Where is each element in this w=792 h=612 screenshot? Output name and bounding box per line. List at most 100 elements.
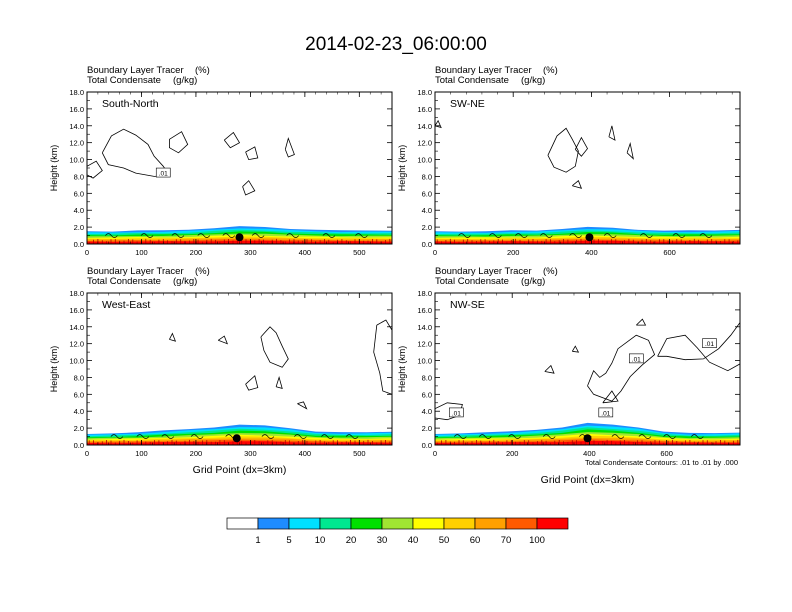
y-tick-label: 4.0: [74, 206, 84, 215]
y-tick-label: 6.0: [74, 390, 84, 399]
condensate-contour: [435, 119, 442, 129]
panel-subtitle-1: Boundary Layer Tracer: [435, 266, 532, 277]
y-tick-label: 0.0: [74, 240, 84, 249]
y-tick-label: 16.0: [417, 105, 432, 114]
panel-subtitle-2: Total Condensate: [87, 75, 161, 86]
colorbar-swatch: [257, 517, 290, 530]
surface-contours: [458, 233, 713, 238]
y-tick-label: 10.0: [417, 156, 432, 165]
colorbar-swatch: [226, 517, 259, 530]
x-tick-label: 100: [135, 449, 148, 458]
x-tick-label: 0: [85, 248, 89, 257]
condensate-contour: [587, 334, 656, 402]
y-tick-label: 16.0: [417, 306, 432, 315]
x-tick-label: 500: [353, 449, 366, 458]
y-tick-label: 10.0: [417, 357, 432, 366]
y-tick-label: 2.0: [422, 223, 432, 232]
contour-label-box: [449, 407, 464, 418]
colorbar-swatch: [412, 517, 445, 530]
condensate-contour: [101, 128, 171, 177]
y-tick-label: 12.0: [417, 340, 432, 349]
y-tick-label: 14.0: [69, 122, 84, 131]
condensate-contour: [242, 180, 256, 196]
y-axis-label: Height (km): [49, 145, 59, 192]
x-tick-label: 600: [663, 248, 676, 257]
y-tick-label: 16.0: [69, 306, 84, 315]
condensate-contour: [608, 125, 616, 141]
condensate-contour: [217, 335, 229, 345]
panel-subtitle-unit-2: (g/kg): [521, 276, 545, 287]
condensate-contour: [574, 136, 588, 157]
panel-subtitle-2: Total Condensate: [87, 276, 161, 287]
panel-data: .01: [87, 128, 392, 244]
contour-label-box: [702, 338, 717, 348]
x-tick-label: 600: [660, 449, 673, 458]
y-tick-label: 8.0: [422, 172, 432, 181]
contour-label: .01: [632, 356, 641, 363]
panel-subtitle-unit-1: (%): [543, 266, 558, 277]
y-tick-label: 6.0: [74, 189, 84, 198]
y-tick-label: 14.0: [417, 122, 432, 131]
surface-contours: [105, 233, 368, 238]
panels: Boundary Layer Tracer (%) Total Condensate…: [49, 65, 741, 486]
panel-sw-ne: Boundary Layer Tracer (%) Total Condensate…: [397, 65, 741, 257]
colorbar-swatch: [319, 517, 352, 530]
panel-subtitle-1: Boundary Layer Tracer: [435, 65, 532, 76]
colorbar-label: 20: [346, 535, 357, 546]
tracer-streaks: [436, 439, 739, 445]
contour-note: Total Condensate Contours: .01 to .01 by…: [585, 458, 738, 467]
y-tick-label: 4.0: [422, 206, 432, 215]
panel-label: West-East: [102, 299, 150, 311]
y-tick-label: 8.0: [74, 172, 84, 181]
condensate-contour: [572, 180, 583, 189]
x-tick-label: 400: [585, 248, 598, 257]
location-marker: [232, 434, 241, 443]
panel-subtitle-1: Boundary Layer Tracer: [87, 65, 184, 76]
condensate-contour: [245, 146, 259, 161]
contour-label: .01: [705, 341, 714, 348]
panel-subtitle-unit-1: (%): [195, 65, 210, 76]
colorbar-swatch: [350, 517, 383, 530]
panel-label: NW-SE: [450, 299, 485, 311]
y-tick-label: 12.0: [417, 139, 432, 148]
colorbar-label: 1: [255, 535, 260, 546]
panel-data: [435, 119, 740, 244]
y-tick-label: 0.0: [422, 240, 432, 249]
colorbar-label: 30: [377, 535, 388, 546]
x-tick-label: 500: [353, 248, 366, 257]
condensate-contour: [657, 321, 740, 372]
y-tick-label: 2.0: [74, 223, 84, 232]
x-axis-label: Grid Point (dx=3km): [193, 464, 287, 476]
panel-label: SW-NE: [450, 98, 485, 110]
condensate-contour: [169, 131, 189, 154]
x-tick-label: 200: [190, 248, 203, 257]
x-tick-label: 300: [244, 248, 257, 257]
colorbar-swatch: [443, 517, 476, 530]
surface-contours: [110, 434, 359, 439]
panel-subtitle-unit-1: (%): [195, 266, 210, 277]
location-marker: [583, 434, 592, 443]
colorbar-label: 50: [439, 535, 450, 546]
panel-frame: [86, 91, 393, 245]
panel-subtitle-unit-2: (g/kg): [521, 75, 545, 86]
y-tick-label: 14.0: [417, 323, 432, 332]
panel-subtitle-2: Total Condensate: [435, 276, 509, 287]
y-tick-label: 8.0: [422, 373, 432, 382]
x-tick-label: 0: [85, 449, 89, 458]
y-tick-label: 14.0: [69, 323, 84, 332]
panel-data: .01 .01 .01 .01: [435, 318, 740, 445]
tracer-streaks: [436, 238, 739, 244]
x-tick-label: 200: [190, 449, 203, 458]
condensate-contour: [373, 319, 392, 395]
colorbar-swatch: [381, 517, 414, 530]
y-tick-label: 6.0: [422, 189, 432, 198]
contour-label: .01: [159, 171, 168, 178]
y-tick-label: 0.0: [422, 441, 432, 450]
y-tick-label: 18.0: [417, 289, 432, 298]
condensate-contour: [602, 390, 619, 404]
x-tick-label: 400: [583, 449, 596, 458]
y-tick-label: 18.0: [69, 88, 84, 97]
panel-south-north: Boundary Layer Tracer (%) Total Condensate…: [49, 65, 393, 257]
y-tick-label: 18.0: [417, 88, 432, 97]
